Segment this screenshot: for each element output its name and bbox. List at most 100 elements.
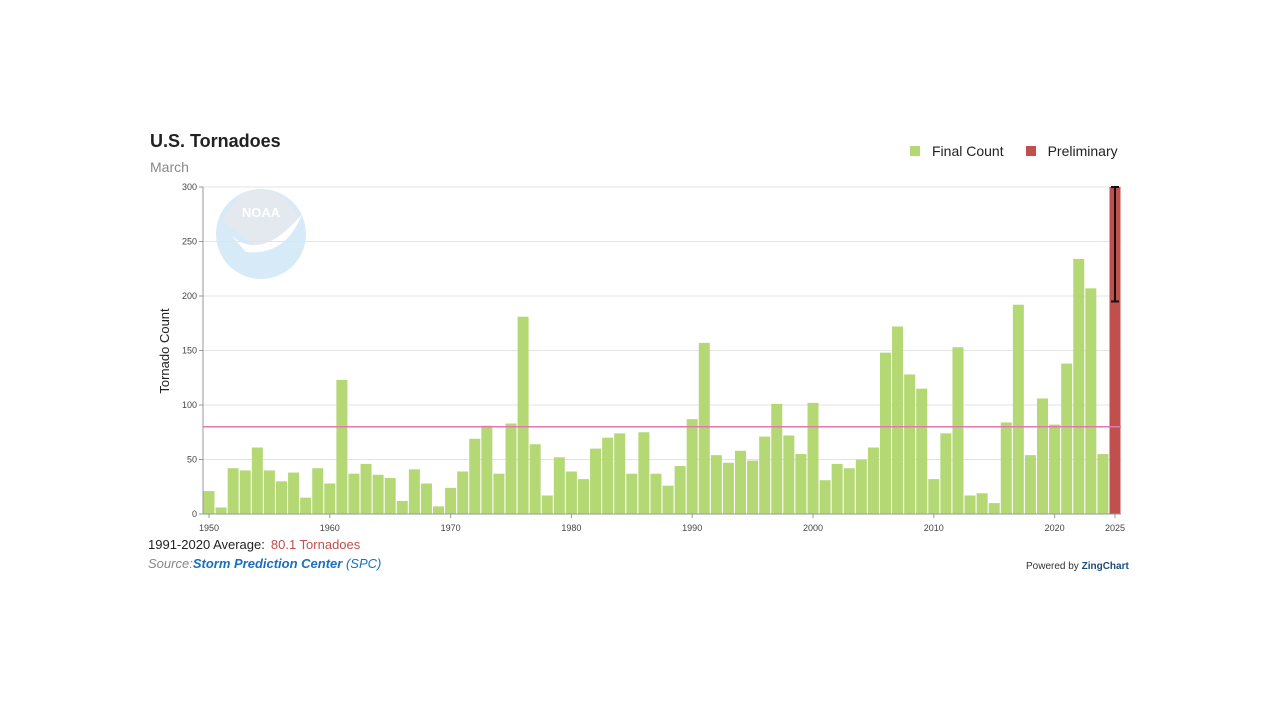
bar-final-2004 bbox=[855, 459, 867, 514]
bar-final-1957 bbox=[288, 472, 300, 514]
bar-final-1979 bbox=[553, 457, 565, 514]
bar-final-1982 bbox=[590, 448, 602, 514]
legend-item-preliminary[interactable]: Preliminary bbox=[1025, 143, 1118, 159]
bar-final-2013 bbox=[964, 495, 976, 514]
bar-final-1991 bbox=[698, 342, 710, 514]
legend-swatch-preliminary bbox=[1025, 146, 1036, 156]
average-label: 1991-2020 Average: bbox=[148, 537, 265, 552]
bar-final-1989 bbox=[674, 466, 686, 514]
source-abbr[interactable]: (SPC) bbox=[345, 556, 382, 571]
source-note: Source:Storm Prediction Center (SPC) bbox=[148, 556, 381, 571]
legend-swatch-final bbox=[910, 146, 920, 156]
bar-final-1962 bbox=[348, 473, 360, 514]
bar-final-1971 bbox=[457, 471, 469, 514]
bar-final-2024 bbox=[1097, 454, 1109, 514]
powered-by[interactable]: Powered by ZingChart bbox=[1026, 561, 1129, 572]
bar-final-1972 bbox=[469, 438, 481, 514]
bar-final-1988 bbox=[662, 485, 674, 514]
bar-final-1952 bbox=[227, 468, 239, 514]
noaa-logo-bird bbox=[222, 189, 300, 250]
bar-final-1980 bbox=[565, 471, 577, 514]
powered-by-label: Powered by bbox=[1026, 561, 1079, 572]
x-tick-label: 1980 bbox=[561, 523, 581, 533]
source-link[interactable]: Storm Prediction Center bbox=[192, 556, 343, 571]
bar-final-1977 bbox=[529, 444, 541, 514]
y-tick-label: 300 bbox=[182, 182, 197, 192]
bar-final-1984 bbox=[614, 433, 626, 514]
y-tick-label: 150 bbox=[182, 346, 197, 356]
bar-final-1987 bbox=[650, 473, 662, 514]
bar-final-2012 bbox=[952, 347, 964, 514]
bar-final-2020 bbox=[1049, 424, 1061, 514]
bar-final-2014 bbox=[976, 493, 988, 514]
bar-final-2007 bbox=[892, 326, 904, 514]
average-note: 1991-2020 Average: 80.1 Tornadoes bbox=[148, 537, 360, 552]
bar-final-2008 bbox=[904, 374, 916, 514]
bar-final-1951 bbox=[215, 507, 227, 514]
bar-final-2009 bbox=[916, 388, 928, 514]
bar-final-1968 bbox=[420, 483, 432, 514]
source-label: Source: bbox=[148, 556, 193, 571]
bar-final-1974 bbox=[493, 473, 505, 514]
bar-final-1970 bbox=[445, 487, 457, 514]
y-axis-label: Tornado Count bbox=[157, 308, 172, 394]
bar-final-1973 bbox=[481, 425, 493, 514]
bar-final-1963 bbox=[360, 463, 372, 514]
bar-final-1960 bbox=[324, 483, 336, 514]
bar-final-1990 bbox=[686, 419, 698, 514]
bar-final-2019 bbox=[1037, 398, 1049, 514]
bar-preliminary-2025 bbox=[1109, 187, 1121, 514]
bar-final-2002 bbox=[831, 463, 843, 514]
legend: Final Count Preliminary bbox=[910, 143, 1118, 159]
y-tick-label: 200 bbox=[182, 291, 197, 301]
y-tick-label: 50 bbox=[187, 455, 197, 465]
bar-final-1953 bbox=[239, 470, 251, 514]
bar-final-2011 bbox=[940, 433, 952, 514]
bar-final-2017 bbox=[1012, 304, 1024, 514]
bar-final-2003 bbox=[843, 468, 855, 514]
bar-final-2016 bbox=[1000, 422, 1012, 514]
bar-final-1959 bbox=[312, 468, 324, 514]
bar-final-1950 bbox=[203, 491, 215, 514]
y-tick-label: 250 bbox=[182, 237, 197, 247]
bar-final-1999 bbox=[795, 454, 807, 514]
bar-final-1958 bbox=[300, 497, 312, 514]
bar-final-1993 bbox=[722, 462, 734, 514]
bar-final-1996 bbox=[759, 436, 771, 514]
bar-final-2005 bbox=[867, 447, 879, 514]
bar-final-1985 bbox=[626, 473, 638, 514]
x-tick-label: 1960 bbox=[320, 523, 340, 533]
bar-final-1994 bbox=[735, 450, 747, 514]
chart-subtitle: March bbox=[150, 159, 189, 175]
bar-final-1969 bbox=[433, 506, 445, 514]
bar-final-2010 bbox=[928, 479, 940, 514]
x-tick-label: 1950 bbox=[199, 523, 219, 533]
bar-final-1965 bbox=[384, 478, 396, 514]
bar-final-1954 bbox=[251, 447, 263, 514]
noaa-logo-text: NOAA bbox=[242, 205, 281, 220]
noaa-logo-wave bbox=[232, 214, 302, 253]
bar-final-2022 bbox=[1073, 258, 1085, 514]
y-tick-label: 0 bbox=[192, 509, 197, 519]
bar-final-1997 bbox=[771, 403, 783, 514]
bar-final-2023 bbox=[1085, 288, 1097, 514]
bar-final-1995 bbox=[747, 460, 759, 514]
bar-final-1975 bbox=[505, 423, 517, 514]
bar-final-1964 bbox=[372, 474, 384, 514]
bar-final-1955 bbox=[263, 470, 275, 514]
bar-final-1956 bbox=[275, 481, 287, 514]
bar-final-1983 bbox=[602, 437, 614, 514]
zingchart-brand: ZingChart bbox=[1081, 561, 1129, 572]
bar-final-2018 bbox=[1024, 455, 1036, 514]
legend-label-preliminary: Preliminary bbox=[1047, 143, 1118, 159]
bar-final-1966 bbox=[396, 500, 408, 514]
bar-final-2006 bbox=[879, 352, 891, 514]
x-tick-label: 2010 bbox=[924, 523, 944, 533]
bar-final-1986 bbox=[638, 432, 650, 514]
bar-final-1998 bbox=[783, 435, 795, 514]
x-tick-label: 1970 bbox=[441, 523, 461, 533]
bar-final-2021 bbox=[1061, 363, 1073, 514]
legend-item-final-count[interactable]: Final Count bbox=[910, 143, 1004, 159]
bar-final-2000 bbox=[807, 402, 819, 514]
